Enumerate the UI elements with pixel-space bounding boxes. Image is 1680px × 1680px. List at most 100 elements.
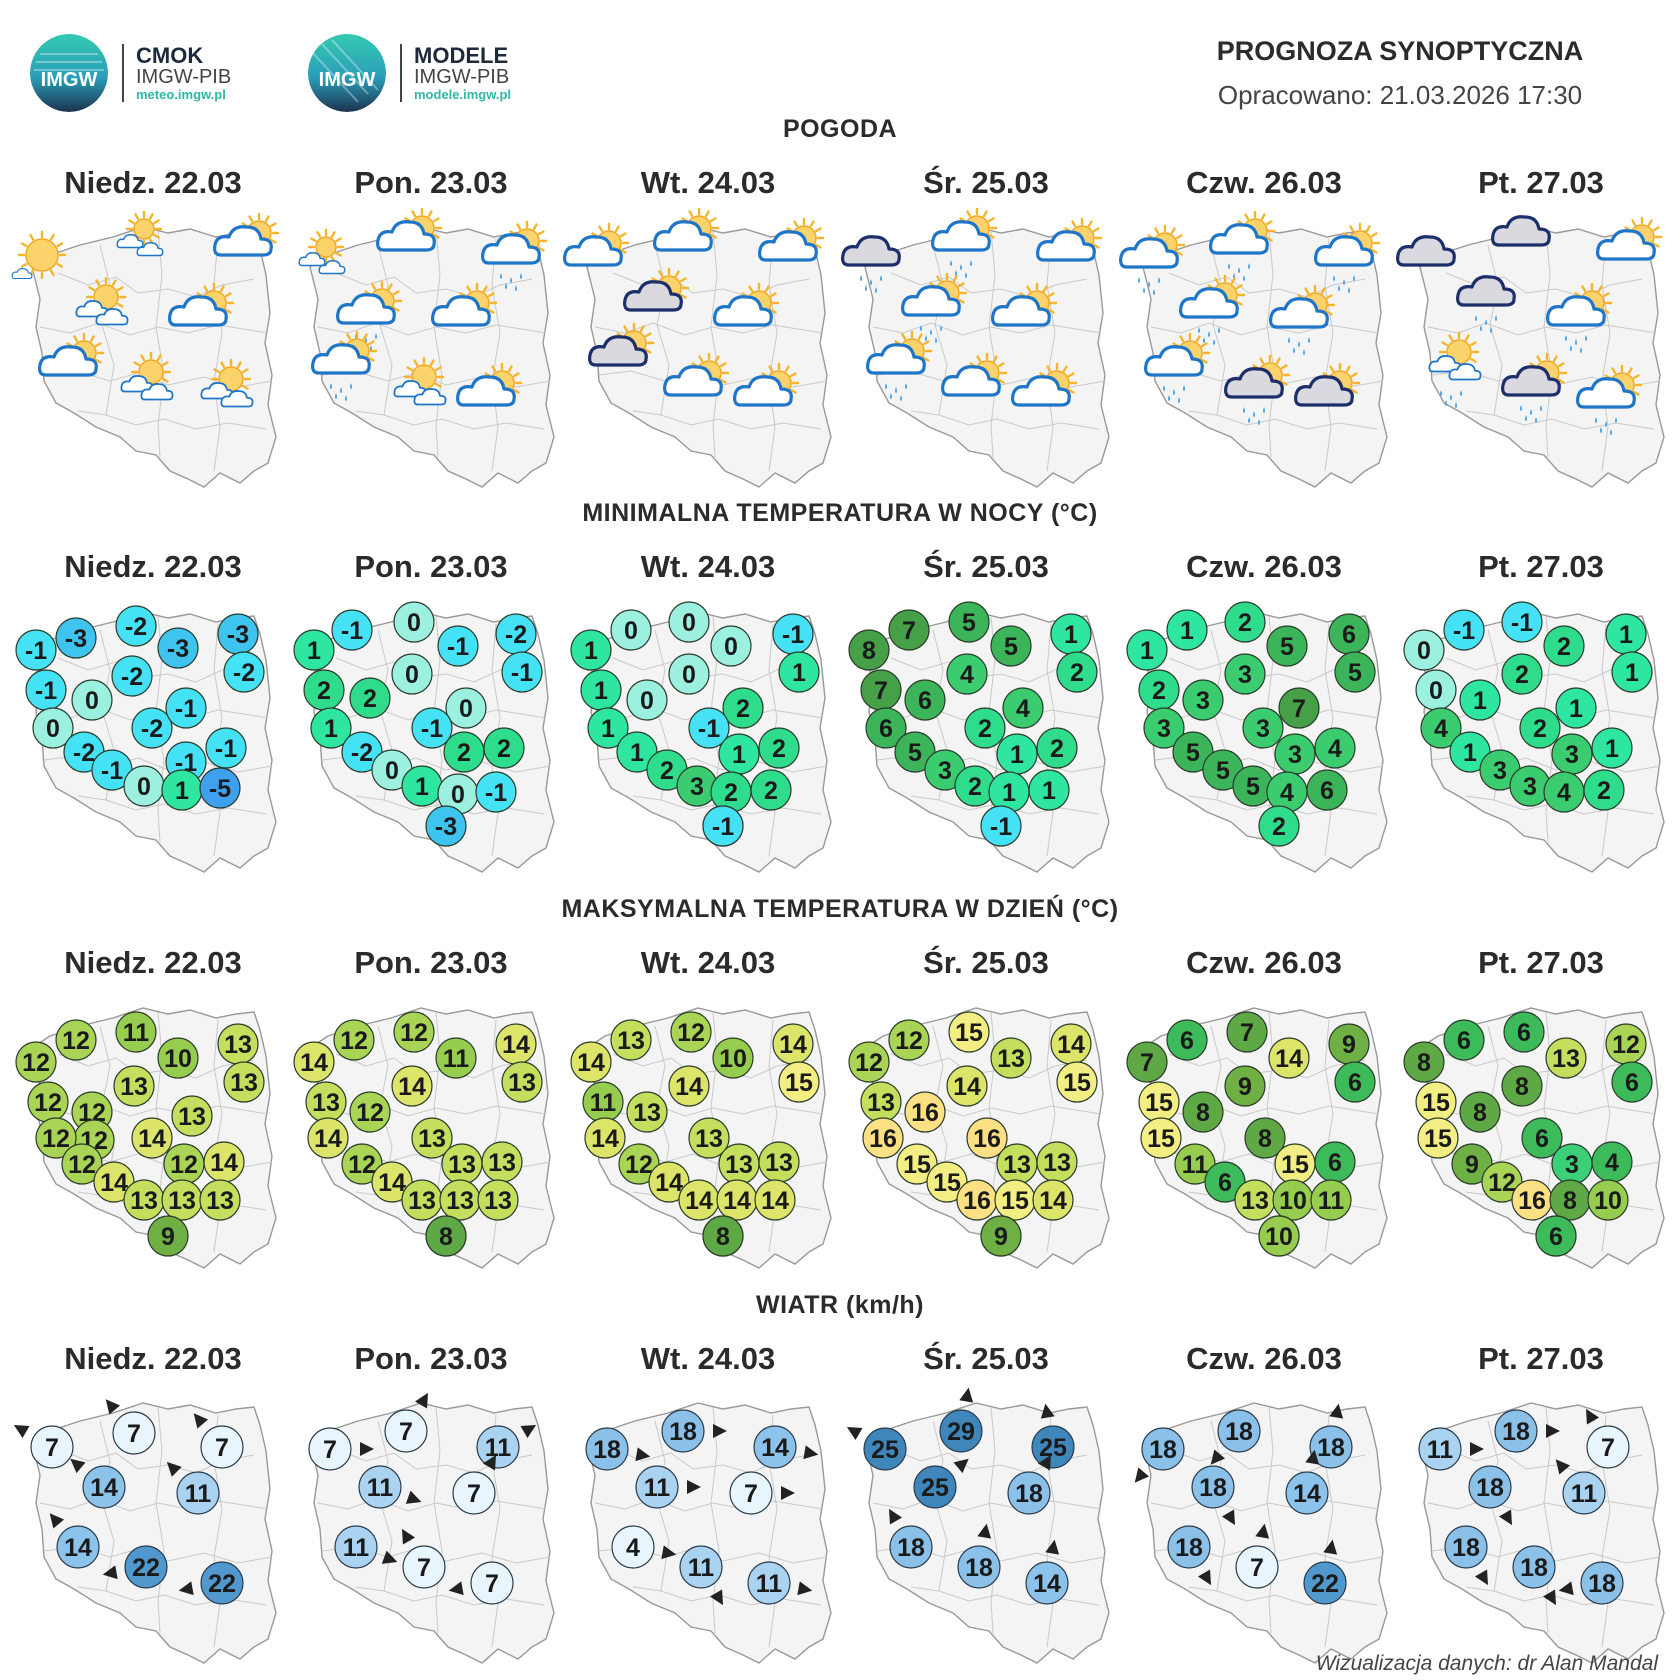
value-circle bbox=[1278, 687, 1320, 729]
tmax-station: 12 bbox=[1481, 1161, 1523, 1203]
tmin-station: -1 bbox=[772, 613, 814, 655]
tmin-station: -2 bbox=[495, 613, 537, 655]
value-circle bbox=[1503, 1011, 1545, 1053]
value-label: 14 bbox=[685, 1187, 713, 1215]
tmin-station: -1 bbox=[1443, 609, 1485, 651]
cloud-sun-rain-icon bbox=[1576, 364, 1643, 435]
dark-cloud-sun-icon bbox=[1294, 362, 1361, 407]
wind-speed-label: 18 bbox=[669, 1418, 697, 1446]
region-border bbox=[988, 230, 998, 458]
wind-speed-label: 18 bbox=[1149, 1436, 1177, 1464]
value-circle bbox=[293, 629, 335, 671]
wind-speed-label: 18 bbox=[1452, 1534, 1480, 1562]
value-label: 1 bbox=[1473, 687, 1487, 715]
tmax-station: 14 bbox=[648, 1161, 690, 1203]
value-label: 16 bbox=[869, 1125, 897, 1153]
value-circle bbox=[307, 1117, 349, 1159]
wind-circle bbox=[957, 1545, 1001, 1589]
region-border bbox=[377, 244, 393, 416]
tmax-station: 8 bbox=[1549, 1179, 1591, 1221]
tmin-station: -1 bbox=[437, 625, 479, 667]
value-circle bbox=[1591, 727, 1633, 769]
value-label: 1 bbox=[1042, 777, 1056, 805]
tmax-station: 15 bbox=[994, 1179, 1036, 1221]
value-label: 1 bbox=[1569, 695, 1583, 723]
value-label: -3 bbox=[167, 635, 189, 663]
value-circle bbox=[1521, 1117, 1563, 1159]
value-circle bbox=[980, 805, 1022, 847]
tmax-station: 15 bbox=[1140, 1117, 1182, 1159]
value-label: 12 bbox=[340, 1027, 368, 1055]
wind-arrow-icon bbox=[661, 1545, 677, 1560]
tmin-station: 0 bbox=[437, 773, 479, 815]
value-circle bbox=[483, 727, 525, 769]
wind-arrow-icon bbox=[709, 1589, 723, 1606]
value-label: 11 bbox=[1318, 1187, 1345, 1215]
tmax-station: 8 bbox=[425, 1215, 467, 1257]
tmin-station: 1 bbox=[161, 769, 203, 811]
value-label: 14 bbox=[723, 1187, 751, 1215]
value-label: 13 bbox=[168, 1187, 196, 1215]
day-label-tmin: Niedz. 22.03 bbox=[64, 549, 242, 584]
tmax-station: 12 bbox=[55, 1019, 97, 1061]
value-label: 13 bbox=[230, 1069, 258, 1097]
value-label: 7 bbox=[1292, 695, 1306, 723]
value-label: 15 bbox=[1147, 1125, 1175, 1153]
value-label: 3 bbox=[1256, 715, 1270, 743]
wind-station: 25 bbox=[1031, 1403, 1075, 1469]
value-label: 14 bbox=[1057, 1031, 1085, 1059]
value-circle bbox=[1242, 707, 1284, 749]
value-label: 15 bbox=[955, 1019, 983, 1047]
value-label: 6 bbox=[879, 715, 893, 743]
wind-station: 7 bbox=[729, 1471, 795, 1515]
value-label: 12 bbox=[895, 1027, 923, 1055]
value-label: 3 bbox=[1196, 687, 1210, 715]
tmin-station: 2 bbox=[303, 669, 345, 711]
tmin-station: -1 bbox=[1501, 601, 1543, 643]
wind-arrow-icon bbox=[13, 1425, 30, 1439]
wind-station: 18 bbox=[1494, 1409, 1560, 1453]
wind-station: 7 bbox=[1586, 1408, 1630, 1469]
day-label-wind: Pon. 23.03 bbox=[354, 1341, 508, 1376]
value-label: 1 bbox=[1625, 659, 1639, 687]
wind-station: 29 bbox=[939, 1387, 983, 1453]
tmin-station: 0 bbox=[1403, 629, 1445, 671]
tmax-station: 13 bbox=[718, 1143, 760, 1185]
value-label: -1 bbox=[712, 813, 734, 841]
value-circle bbox=[1443, 609, 1485, 651]
tmax-station: 12 bbox=[333, 1019, 375, 1061]
value-label: 2 bbox=[1238, 609, 1252, 637]
tmax-station: 12 bbox=[27, 1081, 69, 1123]
value-label: 13 bbox=[765, 1149, 793, 1177]
tmin-station: -1 bbox=[25, 669, 67, 711]
value-circle bbox=[333, 1019, 375, 1061]
tmax-station: 9 bbox=[1451, 1143, 1493, 1185]
tmin-station: 1 bbox=[1605, 613, 1647, 655]
value-circle bbox=[293, 1041, 335, 1083]
value-circle bbox=[411, 707, 453, 749]
cloud-sun-icon bbox=[456, 362, 523, 407]
value-circle bbox=[1519, 707, 1561, 749]
logo-modele[interactable]: IMGW MODELE IMGW-PIB modele.imgw.pl bbox=[308, 34, 511, 112]
value-circle bbox=[1443, 1019, 1485, 1061]
wind-arrow-icon bbox=[448, 1581, 464, 1596]
wind-station: 7 bbox=[1235, 1523, 1279, 1589]
logo-url[interactable]: meteo.imgw.pl bbox=[136, 87, 226, 103]
tmin-station: 1 bbox=[616, 731, 658, 773]
wind-station: 7 bbox=[308, 1427, 374, 1471]
wind-speed-label: 18 bbox=[1502, 1418, 1530, 1446]
value-circle bbox=[1555, 687, 1597, 729]
value-circle bbox=[758, 727, 800, 769]
cloud-sun-rain-icon bbox=[311, 330, 378, 401]
wind-station: 11 bbox=[635, 1465, 701, 1509]
tmin-station: 0 bbox=[668, 653, 710, 695]
value-label: 0 bbox=[85, 687, 99, 715]
logo-cmok[interactable]: IMGW CMOK IMGW-PIB meteo.imgw.pl bbox=[30, 34, 231, 112]
value-circle bbox=[171, 1095, 213, 1137]
wind-station: 11 bbox=[747, 1561, 813, 1605]
cloud-sun-icon bbox=[213, 212, 280, 257]
tmin-station: 7 bbox=[888, 609, 930, 651]
tmax-station: 10 bbox=[1258, 1215, 1300, 1257]
logo-url[interactable]: modele.imgw.pl bbox=[414, 87, 512, 103]
